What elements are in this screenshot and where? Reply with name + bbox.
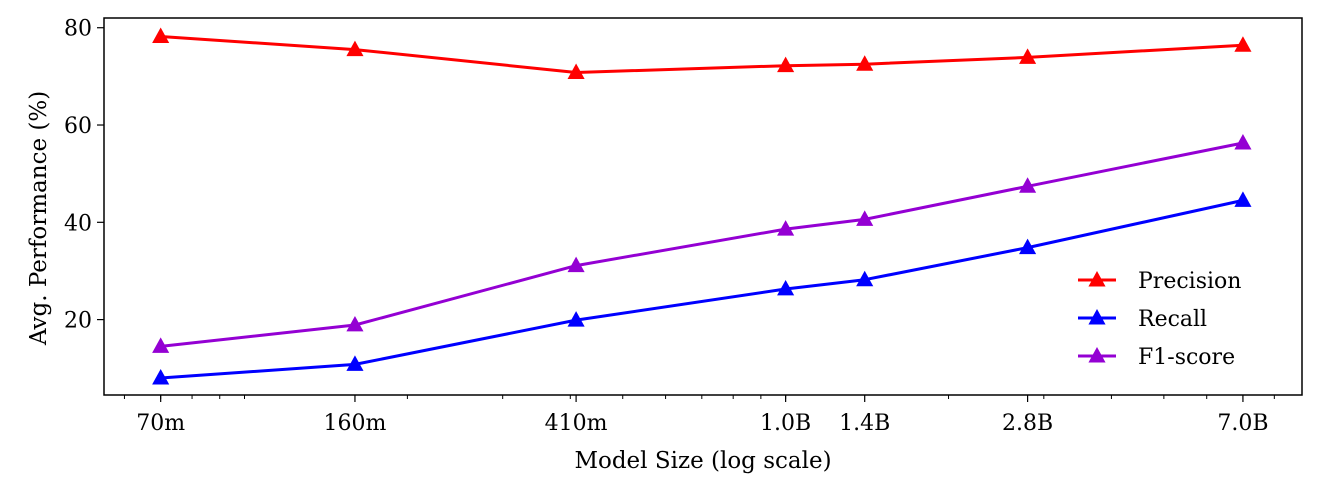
legend-marker (1088, 271, 1106, 287)
y-axis-label: Avg. Performance (%) (26, 91, 52, 346)
series-layer (152, 27, 1252, 385)
x-tick-label: 1.4B (839, 411, 890, 436)
data-point (1234, 36, 1252, 52)
x-tick-label: 2.8B (1002, 411, 1053, 436)
legend-item: Recall (1078, 307, 1207, 332)
x-tick-label: 410m (545, 411, 608, 436)
data-point (1019, 177, 1037, 193)
x-axis-label: Model Size (log scale) (574, 448, 831, 474)
y-axis: 20 40 60 80 (64, 17, 104, 334)
y-tick-label: 80 (64, 17, 92, 42)
series-line (160, 35, 1243, 74)
series-line (160, 198, 1244, 380)
series-recall (152, 191, 1252, 385)
series-precision (152, 27, 1252, 79)
data-point (567, 311, 585, 327)
data-point (1234, 191, 1252, 207)
data-point (152, 337, 170, 353)
data-point (152, 27, 170, 43)
x-tick-label: 1.0B (760, 411, 811, 436)
plot-frame (103, 17, 1303, 396)
data-point (856, 270, 874, 287)
series-line (160, 141, 1244, 348)
data-point (346, 355, 364, 371)
data-point (777, 56, 795, 73)
x-tick-label: 160m (324, 411, 387, 436)
data-point (856, 210, 874, 226)
legend-label: F1-score (1138, 345, 1235, 370)
data-point (1019, 238, 1037, 255)
data-point (856, 55, 874, 71)
data-point (1019, 48, 1037, 64)
legend-item: Precision (1078, 269, 1241, 294)
legend-marker (1088, 347, 1106, 363)
data-point (777, 220, 795, 236)
y-tick-label: 60 (64, 114, 92, 139)
series-f1-score (152, 134, 1252, 353)
data-point (567, 63, 585, 79)
legend-marker (1088, 309, 1106, 325)
x-axis: 70m 160m 410m 1.0B 1.4B 2.8B 7.0B (123, 395, 1275, 436)
legend-item: F1-score (1078, 345, 1235, 370)
data-point (567, 256, 585, 273)
y-tick-label: 20 (64, 309, 92, 334)
y-tick-label: 40 (64, 211, 92, 236)
data-point (346, 315, 364, 332)
plot-area (103, 17, 1303, 396)
data-point (346, 40, 364, 57)
data-point (152, 368, 170, 385)
legend: Precision Recall F1-score (1078, 269, 1241, 370)
data-point (777, 279, 795, 296)
legend-label: Precision (1138, 269, 1241, 294)
data-point (1234, 134, 1252, 150)
legend-label: Recall (1138, 307, 1207, 332)
x-tick-label: 7.0B (1217, 411, 1268, 436)
x-tick-label: 70m (136, 411, 185, 436)
